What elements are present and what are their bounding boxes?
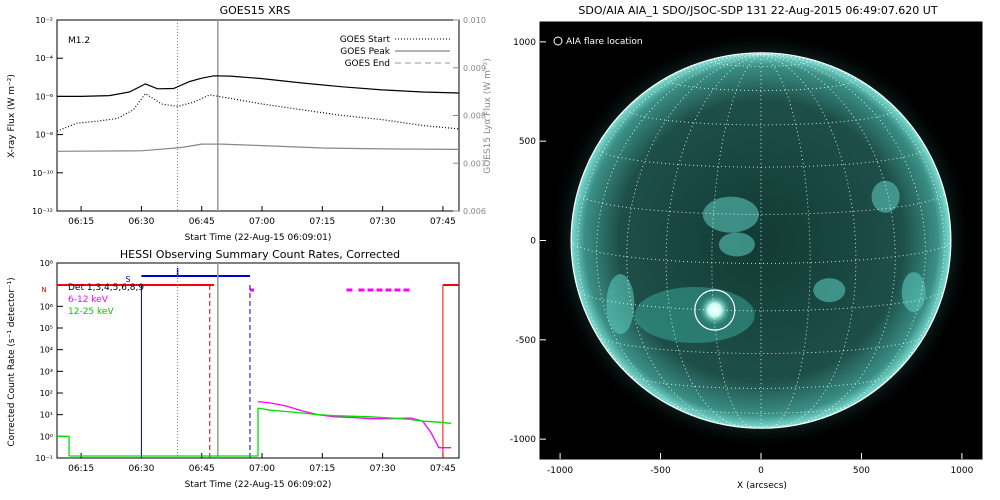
goes-series-1 [56, 92, 460, 132]
grid-line [760, 53, 945, 410]
goes-xrs-panel: GOES15 XRS 06:15 06:30 06:45 07:00 07:15 07:3… [7, 4, 493, 243]
hessi-title: HESSI Observing Summary Count Rates, Cor… [120, 248, 400, 261]
goes-legend-peak: GOES Peak [340, 47, 390, 57]
goes-xlabel: Start Time (22-Aug-15 06:09:01) [185, 233, 332, 243]
goes-ytick-label: 10⁻⁸ [35, 131, 53, 140]
goes-legend-end: GOES End [345, 59, 390, 69]
aia-xtick-label: -500 [650, 466, 671, 476]
solar-limb [570, 52, 952, 429]
hessi-legend: Det 1,3,4,5,6,8,9 6-12 keV 12-25 keV [68, 283, 144, 317]
grid-line [570, 240, 952, 264]
goes-plot-frame [56, 19, 460, 212]
goes-series-2 [56, 143, 460, 152]
grid-line [626, 108, 896, 126]
hessi-ytick-label: 10⁶ [40, 302, 53, 311]
solar-disk [571, 52, 951, 429]
goes-xtick-label: 06:30 [128, 217, 154, 227]
aia-legend-label: AIA flare location [566, 37, 643, 47]
grid-line [760, 53, 896, 427]
goes-legend-start: GOES Start [340, 35, 391, 45]
hessi-series-0-segment [257, 400, 451, 449]
goes-y2tick-label: 0.006 [463, 207, 486, 216]
flare-region-glow [634, 287, 755, 344]
hessi-xtick-label: 07:45 [430, 464, 456, 474]
goes-ytick-label: 10⁻¹⁰ [32, 169, 53, 178]
hessi-legend-12-25kev: 12-25 keV [68, 307, 114, 317]
goes-series-0 [57, 75, 460, 98]
hessi-ytick-label: 10³ [40, 367, 53, 376]
grid-line [577, 53, 762, 410]
hessi-series-1-segment [257, 407, 452, 424]
hessi-legend-detectors: Det 1,3,4,5,6,8,9 [68, 283, 144, 293]
aia-legend-marker [553, 36, 563, 46]
hessi-xtick-label: 07:30 [370, 464, 396, 474]
goes-xtick-label: 06:45 [189, 217, 215, 227]
hessi-xtick-label: 06:45 [189, 464, 215, 474]
active-region [718, 232, 755, 257]
aia-xtick-label: -1000 [547, 466, 573, 476]
hessi-ytick-label: 10² [40, 389, 53, 398]
goes-ytick-label: 10⁻⁴ [35, 54, 53, 63]
aia-xtick-label: 500 [853, 466, 870, 476]
active-region [702, 196, 759, 233]
goes-y2tick-label: 0.009 [463, 64, 486, 73]
grid-line [760, 53, 857, 429]
hessi-legend-6-12kev: 6-12 keV [68, 295, 109, 305]
hessi-plot-frame [56, 262, 460, 459]
hessi-ytick-label: 10¹ [40, 411, 53, 420]
hessi-panel: HESSI Observing Summary Count Rates, Cor… [7, 248, 460, 490]
hessi-ytick-label: 10⁻¹ [35, 454, 53, 463]
hessi-flag-n: N [41, 286, 46, 294]
goes-xtick-label: 07:00 [249, 217, 275, 227]
goes-xtick-label: 06:15 [68, 217, 94, 227]
hessi-flag-s: S [125, 275, 130, 284]
hessi-ytick-label: 10⁸ [40, 259, 53, 268]
active-region [901, 272, 926, 313]
goes-y2label: GOES15 Lyα Flux (W m⁻²) [483, 58, 493, 174]
goes-ytick-label: 10⁻¹² [32, 207, 53, 216]
flare-kernel [698, 294, 731, 327]
grid-line [626, 53, 762, 427]
hessi-xlabel: Start Time (22-Aug-15 06:09:02) [185, 480, 332, 490]
aia-ytick-label: 0 [530, 237, 536, 247]
grid-line [665, 53, 762, 429]
aia-xlabel: X (arcsecs) [737, 481, 787, 491]
aia-title: SDO/AIA AIA_1 SDO/JSOC-SDP 131 22-Aug-20… [578, 4, 937, 17]
goes-ytick-label: 10⁻² [35, 16, 53, 25]
goes-legend: GOES Start GOES Peak GOES End [340, 35, 450, 69]
goes-xtick-label: 07:45 [430, 217, 456, 227]
aia-ytick-label: 1000 [513, 38, 536, 48]
hessi-ytick-label: 10⁵ [40, 324, 53, 333]
hessi-ytick-label: 10⁴ [40, 346, 53, 355]
aia-ytick-label: -1000 [510, 435, 536, 445]
goes-xtick-label: 07:15 [309, 217, 335, 227]
goes-xtick-label: 07:30 [370, 217, 396, 227]
goes-title: GOES15 XRS [220, 4, 291, 17]
aia-panel: SDO/AIA AIA_1 SDO/JSOC-SDP 131 22-Aug-20… [510, 4, 983, 491]
goes-ylabel: X-ray Flux (W m⁻²) [7, 74, 17, 158]
active-region [871, 180, 900, 213]
aia-xtick-label: 1000 [950, 466, 973, 476]
goes-y2tick-label: 0.007 [463, 159, 486, 168]
goes-y2tick-label: 0.008 [463, 112, 486, 121]
hessi-ylabel: Corrected Count Rate (s⁻¹ detector⁻¹) [7, 277, 17, 446]
goes-ytick-label: 10⁻⁶ [35, 92, 53, 101]
hessi-xtick-label: 06:15 [68, 464, 94, 474]
aia-ytick-label: 500 [519, 137, 536, 147]
hessi-xtick-label: 07:15 [309, 464, 335, 474]
aia-flare-location-circle [694, 289, 736, 331]
hessi-xtick-label: 06:30 [128, 464, 154, 474]
hessi-ytick-label: 10⁰ [40, 432, 53, 441]
hessi-xtick-label: 07:00 [249, 464, 275, 474]
goes-y2tick-label: 0.010 [463, 16, 486, 25]
active-region [813, 278, 846, 303]
goes-flare-class: M1.2 [68, 36, 90, 46]
active-region [606, 274, 635, 335]
grid-line [669, 404, 853, 414]
aia-xtick-label: 0 [758, 466, 764, 476]
aia-ytick-label: -500 [516, 336, 537, 346]
